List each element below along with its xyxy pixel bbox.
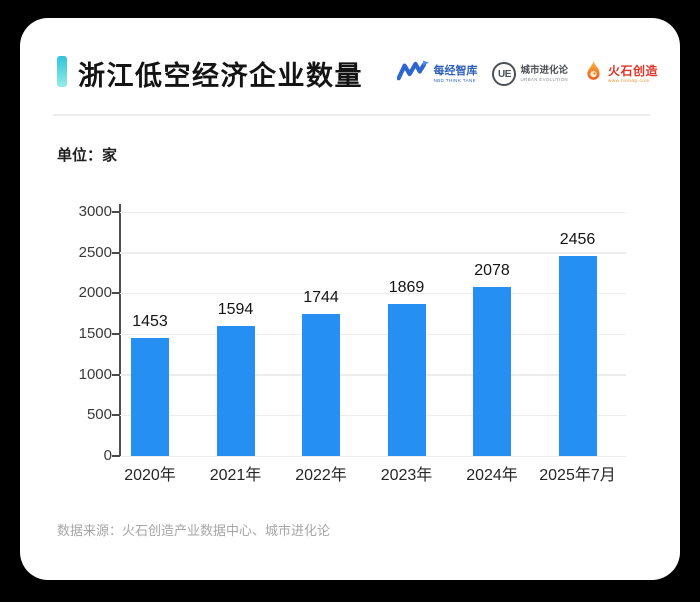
ue-logo-subtext: URBAN EVOLUTION: [520, 76, 568, 82]
y-axis-tick: [112, 414, 120, 417]
y-axis-tick: [112, 373, 120, 376]
bar: [473, 286, 511, 456]
y-tick-label: 1500: [78, 325, 112, 342]
y-axis-tick: [112, 211, 120, 213]
y-tick-label: 1000: [78, 365, 112, 383]
bar-value-label: 1869: [388, 278, 425, 296]
nbd-think-tank-logo: 每经智库 NBD THINK TANK: [397, 60, 477, 88]
bar-value-label: 2456: [559, 231, 596, 249]
bar: [387, 303, 426, 456]
x-tick-label: 2021年: [209, 467, 262, 484]
y-gridline: [120, 211, 626, 213]
bar-value-label: 2078: [474, 261, 510, 279]
y-axis-tick: [112, 333, 120, 335]
nbd-logo-subtext: NBD THINK TANK: [433, 77, 477, 83]
y-tick-label: 0: [103, 447, 112, 464]
nbd-logo-text: 每经智库: [433, 65, 478, 78]
y-axis-tick: [112, 292, 120, 295]
urban-evolution-logo: UE 城市进化论 URBAN EVOLUTION: [492, 62, 568, 86]
y-gridline: [120, 292, 626, 295]
huoshi-logo-subtext: www.hsmap.com: [607, 78, 650, 84]
bar-value-label: 1453: [132, 312, 168, 330]
page-title: 浙江低空经济企业数量: [78, 61, 363, 91]
header-divider: [53, 114, 650, 116]
y-gridline: [120, 252, 626, 254]
ue-circle-icon: UE: [492, 62, 517, 86]
chart-area: 0 500 1000 1500 2000 2500 3000 1453 2020年 1594 202…: [20, 18, 680, 518]
logo-row: 每经智库 NBD THINK TANK UE 城市进化论 URBAN EVOLU…: [397, 60, 658, 88]
y-gridline: [120, 414, 626, 417]
nbd-w-icon: [397, 60, 430, 88]
huoshi-logo-text: 火石创造: [607, 63, 658, 78]
title-accent-bar: [57, 56, 67, 87]
bar-value-label: 1594: [217, 301, 254, 319]
x-tick-label: 2023年: [380, 467, 433, 484]
huoshi-logo: 火石创造 www.hsmap.com: [583, 60, 658, 88]
y-gridline: [120, 374, 626, 376]
y-gridline: [120, 333, 626, 335]
unit-label: 单位：家: [57, 147, 118, 164]
x-tick-label: 2025年7月: [539, 467, 616, 484]
y-tick-label: 2000: [78, 284, 112, 302]
y-axis-line: [119, 204, 121, 456]
bar: [216, 326, 255, 456]
y-gridline: [120, 455, 626, 457]
ue-logo-text: 城市进化论: [520, 64, 568, 76]
y-tick-label: 2500: [78, 243, 112, 261]
bar: [131, 337, 169, 456]
y-axis-tick: [112, 455, 120, 457]
y-axis-tick: [112, 251, 120, 254]
y-tick-label: 3000: [78, 203, 112, 220]
x-tick-label: 2022年: [295, 467, 347, 484]
bar: [302, 314, 340, 456]
y-tick-label: 500: [86, 406, 112, 424]
x-tick-label: 2024年: [466, 467, 518, 484]
flame-icon: [583, 60, 604, 88]
bar: [558, 256, 597, 456]
bar-value-label: 1744: [303, 289, 339, 307]
x-tick-label: 2020年: [124, 467, 176, 484]
data-source-note: 数据来源：火石创造产业数据中心、城市进化论: [57, 523, 331, 538]
chart-card: 浙江低空经济企业数量 每经智库 NBD THINK TANK UE 城市进化论 …: [20, 18, 680, 580]
